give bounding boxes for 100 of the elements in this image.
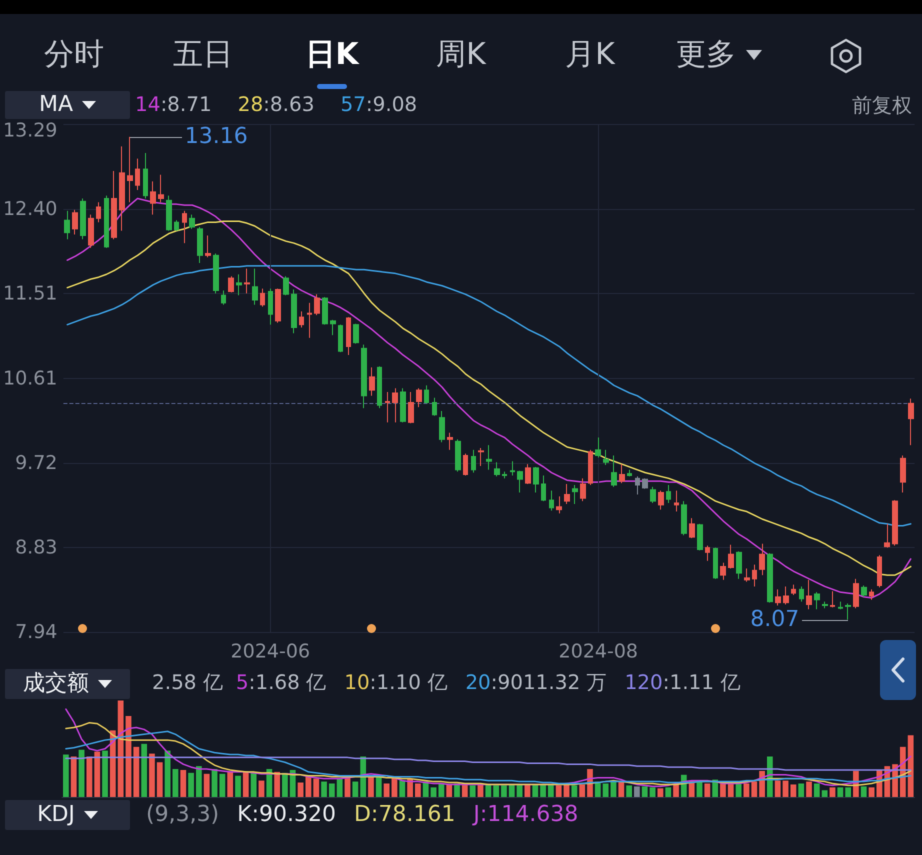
candlestick [291,289,297,334]
bar [485,784,492,797]
bar [212,769,218,797]
bar [235,776,241,797]
bar [650,787,656,797]
text: 2.58 亿 [152,670,223,694]
candlestick [533,466,539,494]
candlestick [759,543,765,576]
annotation: 13.16 [184,124,248,149]
bar [274,772,280,797]
candlestick [510,460,515,476]
bar [736,783,742,797]
text: 10:1.10 亿 [344,670,448,694]
y-tick-label: 10.61 [2,368,58,390]
candlestick [80,198,86,240]
candlestick [463,453,468,476]
candlestick [150,180,156,216]
candlestick [806,579,812,610]
candlestick [611,455,617,488]
bar [704,783,710,797]
bar [814,783,820,797]
bar [196,766,202,797]
bar [556,785,562,797]
candlestick [791,584,796,596]
legend-title: 成交额 [23,671,89,697]
text: 周K [436,37,486,73]
bar [446,784,452,797]
candlestick [564,484,570,504]
candlestick [439,410,445,443]
text: (9,3,3) [146,802,220,828]
candlestick [400,388,406,423]
candlestick [752,564,757,587]
text: 更多 [676,37,736,73]
bar [392,776,398,797]
candlestick [346,316,351,356]
candlestick [189,214,195,230]
bar [470,785,476,797]
bar [63,754,69,797]
candlestick [877,554,882,588]
text: 5:1.68 亿 [236,670,326,694]
candlestick [322,296,328,326]
bar [328,783,335,797]
bar [282,772,288,797]
candlestick [783,586,789,605]
candlestick [338,324,343,353]
candlestick [713,547,718,580]
candlestick [689,518,695,539]
candlestick [541,474,546,502]
candlestick [861,585,867,598]
y-tick-label: 12.40 [2,198,58,220]
bar [642,786,648,797]
bar [430,787,436,797]
candlestick [900,455,906,494]
bar [78,750,84,797]
bar [634,786,640,797]
candlestick [369,366,375,396]
candlestick [96,202,101,223]
text: 前复权 [852,93,912,117]
bar [336,778,343,797]
bar [532,784,538,797]
text: 分时 [44,37,104,73]
candlestick [838,601,843,610]
bar [399,780,406,797]
bar [368,776,374,797]
text: J:114.638 [473,802,578,828]
candlestick [299,310,304,328]
bar [352,782,358,797]
bar [86,756,92,797]
bar [806,782,812,797]
bar [571,785,578,797]
bar [188,772,194,797]
candlestick [603,449,609,466]
candlestick [127,136,133,203]
text: 57:9.08 [340,92,418,116]
candlestick [447,432,453,450]
bar [415,783,421,797]
y-tick-label: 7.94 [15,621,58,643]
candlestick [705,545,710,562]
candlestick [228,276,234,293]
bar [602,783,609,797]
bar [94,752,100,797]
candlestick [494,462,500,477]
candlestick [424,384,429,404]
y-tick-label: 13.29 [2,120,58,142]
bar [516,784,522,797]
bar [508,784,515,797]
legend-title: MA [38,92,74,118]
candlestick [377,366,382,409]
candlestick [775,588,781,606]
text: 月K [565,37,615,73]
candlestick [260,288,265,308]
bar [564,784,570,797]
bar [141,744,148,797]
candlestick [385,392,390,423]
bar [548,784,554,797]
bar [258,780,264,797]
bar [376,776,382,797]
candlestick [853,578,859,609]
candlestick [595,437,601,458]
candlestick [432,397,437,416]
